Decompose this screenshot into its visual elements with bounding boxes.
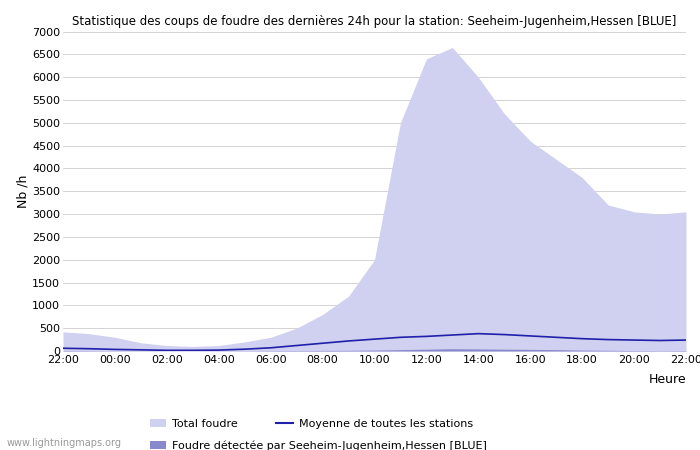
Text: Heure: Heure <box>648 374 686 387</box>
Legend: Foudre détectée par Seeheim-Jugenheim,Hessen [BLUE]: Foudre détectée par Seeheim-Jugenheim,He… <box>150 441 486 450</box>
Title: Statistique des coups de foudre des dernières 24h pour la station: Seeheim-Jugen: Statistique des coups de foudre des dern… <box>72 14 677 27</box>
Y-axis label: Nb /h: Nb /h <box>16 175 29 208</box>
Text: www.lightningmaps.org: www.lightningmaps.org <box>7 438 122 448</box>
